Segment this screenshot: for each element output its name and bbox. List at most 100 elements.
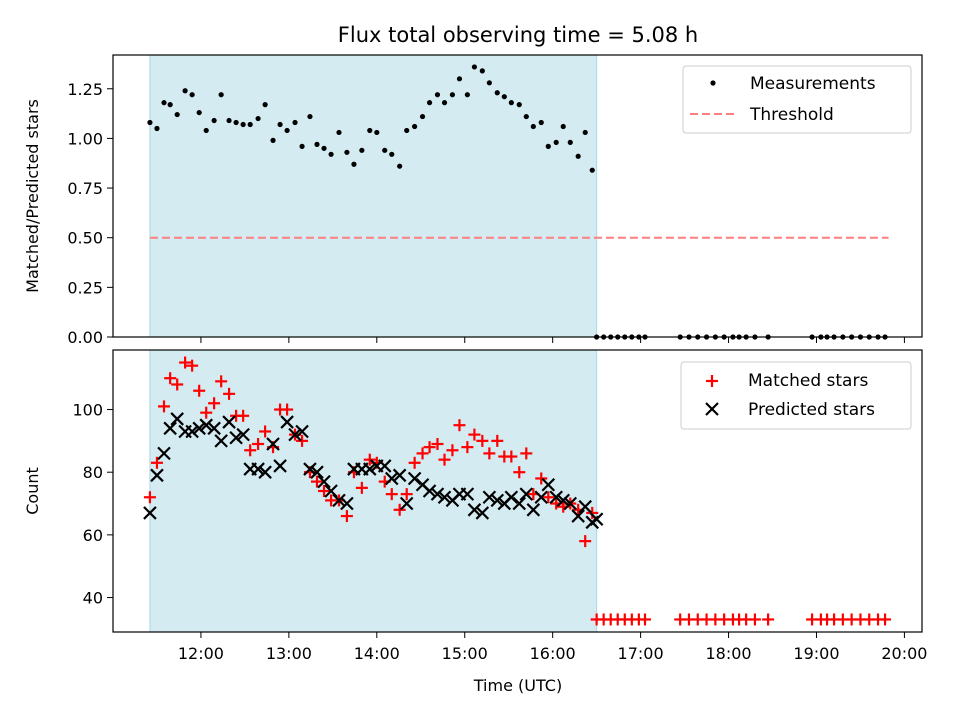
bot-predicted-stars-point bbox=[150, 468, 164, 483]
top-measurements-point bbox=[299, 143, 305, 149]
top-measurements-point bbox=[479, 68, 485, 74]
bot-matched-stars-point bbox=[171, 378, 184, 391]
legend-predicted-marker bbox=[705, 402, 719, 416]
legend-predicted-label: Predicted stars bbox=[748, 400, 875, 420]
bot-ytick-label: 40 bbox=[83, 589, 103, 608]
top-measurements-point bbox=[167, 102, 173, 108]
bot-predicted-stars-point bbox=[170, 412, 184, 426]
bot-predicted-stars-point bbox=[273, 459, 287, 473]
bot-matched-stars-point bbox=[879, 613, 892, 626]
bot-matched-stars-point bbox=[363, 453, 376, 466]
bot-predicted-stars-point bbox=[392, 468, 407, 483]
bot-matched-stars-point bbox=[431, 438, 444, 450]
bot-matched-stars-point bbox=[453, 419, 466, 432]
bot-matched-stars-point bbox=[311, 475, 324, 488]
top-measurements-point bbox=[530, 123, 536, 130]
x-axis-label: Time (UTC) bbox=[473, 676, 562, 695]
bot-matched-stars-point bbox=[340, 510, 353, 523]
top-measurements-point bbox=[226, 117, 232, 124]
bot-matched-stars-point bbox=[215, 375, 228, 388]
top-measurements-point bbox=[247, 121, 253, 128]
top-measurements-point bbox=[567, 139, 573, 145]
xtick-label: 13:00 bbox=[266, 644, 312, 663]
top-measurements-point bbox=[471, 64, 478, 70]
top-measurements-point bbox=[538, 119, 544, 126]
bot-predicted-stars-point bbox=[422, 484, 437, 498]
bot-predicted-stars-point bbox=[157, 446, 171, 461]
top-panel: 0.00 0.25 0.50 0.75 1.00 1.25 Matched/Predict… bbox=[23, 54, 923, 347]
top-plot-frame bbox=[112, 54, 923, 338]
bot-matched-stars-point bbox=[385, 488, 398, 501]
bot-predicted-stars-point bbox=[430, 487, 445, 501]
bot-predicted-stars-point bbox=[229, 430, 243, 445]
bot-predicted-stars-point bbox=[589, 512, 604, 526]
bot-matched-stars-point bbox=[223, 387, 236, 400]
bot-predicted-stars-point bbox=[541, 477, 556, 492]
xtick-label: 12:00 bbox=[178, 644, 224, 663]
top-measurements-point bbox=[464, 92, 470, 98]
bot-matched-stars-point bbox=[535, 472, 548, 485]
top-measurements-point bbox=[189, 92, 195, 98]
top-measurements-point bbox=[575, 153, 581, 159]
bot-predicted-stars-point bbox=[467, 503, 482, 517]
top-measurements-point bbox=[367, 127, 373, 134]
bot-matched-stars-point bbox=[476, 434, 489, 447]
bot-predicted-stars-point bbox=[512, 496, 527, 511]
xtick-label: 15:00 bbox=[442, 644, 488, 663]
bot-predicted-stars-point bbox=[236, 427, 250, 442]
top-measurements-point bbox=[328, 151, 334, 157]
top-measurements-point bbox=[456, 76, 463, 82]
bot-ytick-label: 60 bbox=[83, 526, 103, 545]
top-measurements-point bbox=[174, 111, 180, 118]
bot-predicted-stars-point bbox=[163, 421, 177, 436]
top-measurements-point bbox=[494, 90, 500, 96]
top-measurements-point bbox=[233, 119, 239, 126]
bot-predicted-stars-point bbox=[437, 490, 452, 505]
bot-matched-stars-point bbox=[193, 384, 206, 397]
bot-predicted-stars-point bbox=[185, 424, 199, 439]
bot-matched-stars-point bbox=[164, 372, 177, 385]
bot-matched-stars-point bbox=[579, 535, 592, 548]
top-measurements-point bbox=[255, 115, 261, 122]
bot-matched-stars-point bbox=[416, 447, 429, 460]
top-measurements-point bbox=[321, 145, 327, 151]
bot-matched-stars-point bbox=[468, 428, 481, 441]
bot-predicted-stars-point bbox=[288, 427, 302, 442]
top-measurements-point bbox=[434, 92, 441, 98]
legend-threshold-label: Threshold bbox=[749, 105, 834, 125]
top-ytick-label: 0.75 bbox=[67, 179, 103, 198]
bot-predicted-stars-point bbox=[549, 490, 563, 505]
top-measurements-point bbox=[501, 94, 507, 100]
bot-predicted-stars-point bbox=[303, 462, 317, 476]
bot-ytick-label: 100 bbox=[72, 401, 103, 420]
top-measurements-point bbox=[154, 125, 160, 132]
top-measurements-point bbox=[374, 129, 380, 136]
top-measurements-point bbox=[292, 119, 298, 126]
top-measurements-point bbox=[404, 127, 410, 134]
bot-matched-stars-point bbox=[408, 456, 421, 469]
bot-predicted-stars-point bbox=[192, 421, 206, 436]
top-measurements-point bbox=[211, 117, 217, 124]
bot-predicted-stars-point bbox=[222, 415, 236, 429]
bot-matched-stars-point bbox=[186, 359, 199, 372]
top-measurements-point bbox=[441, 100, 448, 106]
bot-matched-stars-point bbox=[281, 403, 294, 416]
top-measurements-point bbox=[382, 147, 388, 153]
bot-matched-stars-point bbox=[318, 485, 331, 497]
top-measurements-point bbox=[426, 100, 433, 106]
bot-predicted-stars-point bbox=[214, 434, 228, 448]
bot-predicted-stars-point bbox=[460, 487, 475, 501]
bottom-panel: 40 60 80 100 12:00 13:00 14:00 15:00 16:00 17:00… bbox=[23, 349, 927, 695]
bot-predicted-stars-point bbox=[317, 474, 331, 489]
bot-predicted-stars-point bbox=[251, 462, 265, 476]
bot-predicted-stars-point bbox=[266, 437, 280, 451]
bot-matched-stars-point bbox=[355, 481, 368, 494]
top-measurements-point bbox=[389, 151, 395, 157]
top-measurements-point bbox=[419, 113, 426, 120]
bot-matched-stars-point bbox=[491, 434, 504, 447]
top-ytick-label: 1.25 bbox=[67, 80, 103, 99]
top-ylabel: Matched/Predicted stars bbox=[23, 99, 42, 293]
bot-matched-stars-point bbox=[513, 466, 526, 479]
top-measurements-point bbox=[508, 100, 514, 106]
bot-matched-stars-point bbox=[586, 506, 599, 519]
